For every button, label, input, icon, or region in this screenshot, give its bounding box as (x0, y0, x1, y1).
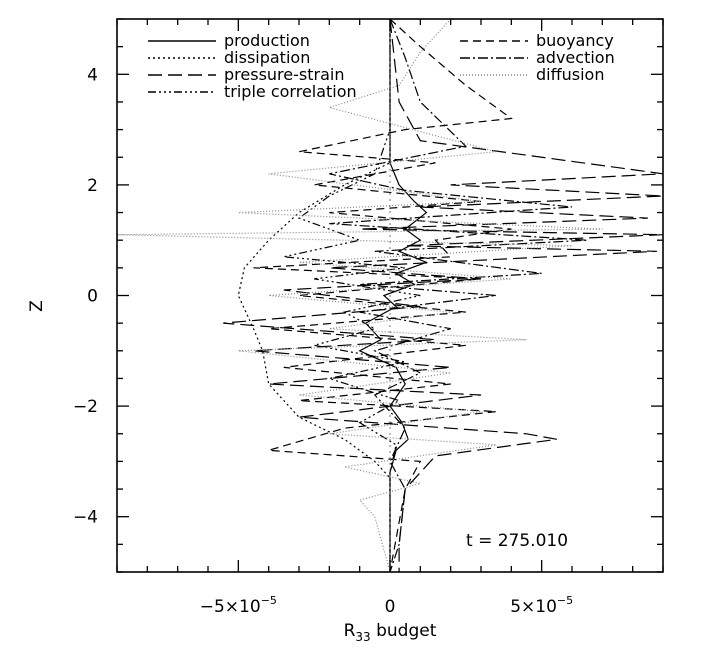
y-tick-label: 2 (87, 176, 98, 196)
series-triple-correlation-line (283, 19, 421, 572)
series-pressure-strain-line (223, 18, 664, 572)
series-advection-line (329, 18, 588, 573)
legend-label-triple-correlation: triple correlation (224, 82, 357, 101)
x-tick-label: 5×10−5 (510, 594, 573, 617)
y-tick-label: 4 (87, 65, 98, 85)
series-diffusion-line (116, 18, 603, 573)
legend-label-advection: advection (536, 48, 615, 67)
y-tick-label: −2 (73, 397, 98, 417)
legend-label-buoyancy: buoyancy (536, 31, 614, 50)
legend-label-diffusion: diffusion (536, 65, 604, 84)
time-annotation: t = 275.010 (466, 531, 568, 551)
series-production-line (358, 19, 429, 572)
x-axis-label: R33 budget (344, 621, 437, 644)
series-dissipation-line (237, 19, 391, 572)
legend-label-production: production (224, 31, 310, 50)
x-tick-label: 0 (385, 597, 396, 617)
y-tick-label: 0 (87, 287, 98, 307)
x-tick-label: −5×10−5 (200, 594, 277, 617)
legend-label-dissipation: dissipation (224, 48, 310, 67)
series-buoyancy-line (253, 18, 513, 573)
y-axis-label: Z (27, 300, 47, 312)
legend-label-pressure-strain: pressure-strain (224, 65, 344, 84)
legend: productiondissipationpressure-straintrip… (148, 31, 615, 101)
axis-ticks (116, 18, 664, 573)
y-tick-label: −4 (73, 508, 98, 528)
plot-lines (116, 18, 664, 573)
